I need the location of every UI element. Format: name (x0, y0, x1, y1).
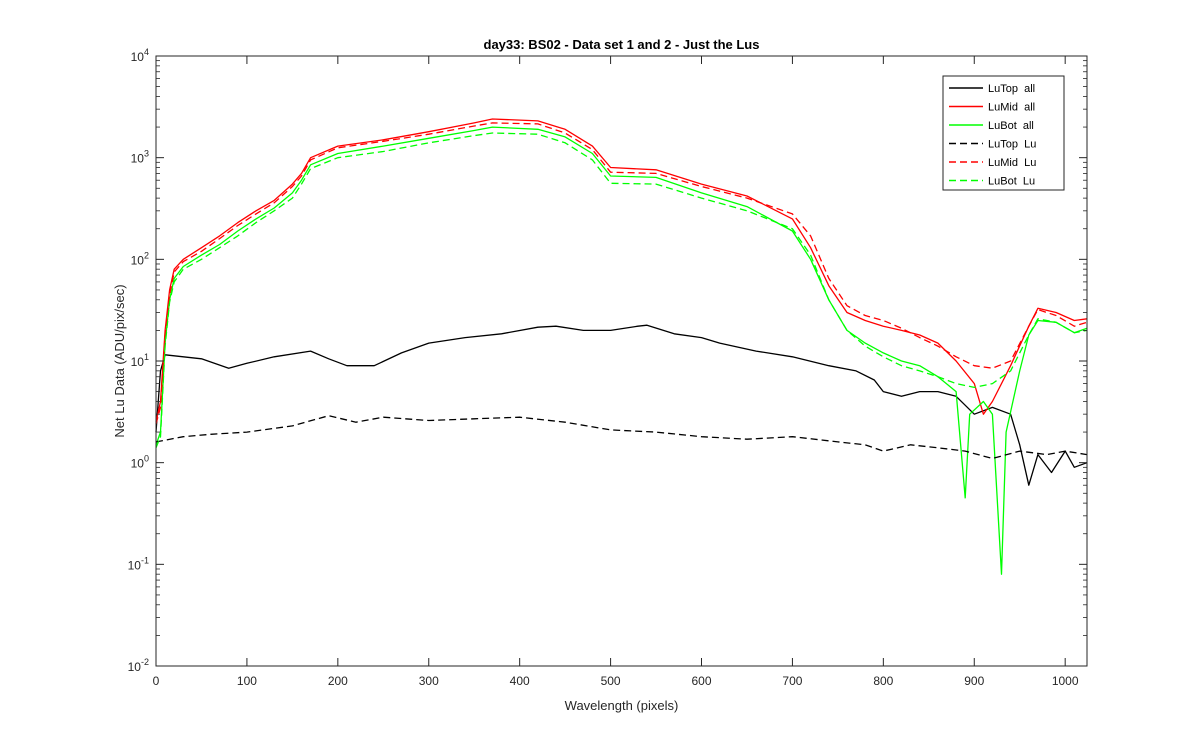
legend-label-0: LuTop all (988, 83, 1035, 95)
y-tick-label-6: 104 (131, 47, 149, 64)
y-tick-label-3: 101 (131, 352, 149, 369)
legend-label-4: LuMid Lu (988, 157, 1036, 169)
series-line-5 (155, 132, 1088, 449)
x-tick-label-0: 0 (153, 674, 160, 688)
x-tick-label-2: 200 (328, 674, 348, 688)
legend-label-3: LuTop Lu (988, 139, 1036, 151)
series-line-3 (155, 415, 1088, 460)
x-tick-label-5: 500 (601, 674, 621, 688)
chart-title: day33: BS02 - Data set 1 and 2 - Just th… (484, 37, 760, 52)
series-layer (155, 118, 1088, 575)
x-tick-label-4: 400 (510, 674, 530, 688)
series-line-4 (155, 122, 1088, 425)
x-tick-label-9: 900 (964, 674, 984, 688)
legend: LuTop all LuMid all LuBot all LuTop Lu LuMid… (942, 75, 1065, 191)
y-axis-label: Net Lu Data (ADU/pix/sec) (112, 284, 127, 437)
x-tick-label-7: 700 (782, 674, 802, 688)
legend-label-1: LuMid all (988, 102, 1035, 114)
series-line-2 (155, 126, 1088, 575)
x-tick-label-1: 100 (237, 674, 257, 688)
x-axis-label: Wavelength (pixels) (565, 698, 679, 713)
x-tick-label-3: 300 (419, 674, 439, 688)
legend-label-2: LuBot all (988, 120, 1034, 132)
y-tick-label-5: 103 (131, 149, 149, 166)
x-tick-label-6: 600 (691, 674, 711, 688)
x-tick-label-8: 800 (873, 674, 893, 688)
y-tick-label-2: 100 (131, 454, 149, 471)
series-line-0 (155, 324, 1088, 486)
legend-box (942, 75, 1065, 191)
legend-label-5: LuBot Lu (988, 176, 1035, 188)
x-tick-label-10: 1000 (1052, 674, 1079, 688)
axes-layer: 0 100 200 300 400 500 600 700 800 900 1000 10-2 10-1… (128, 47, 1088, 688)
y-tick-label-1: 10-1 (128, 555, 149, 572)
y-tick-label-4: 102 (131, 250, 149, 267)
y-tick-label-0: 10-2 (128, 657, 149, 674)
